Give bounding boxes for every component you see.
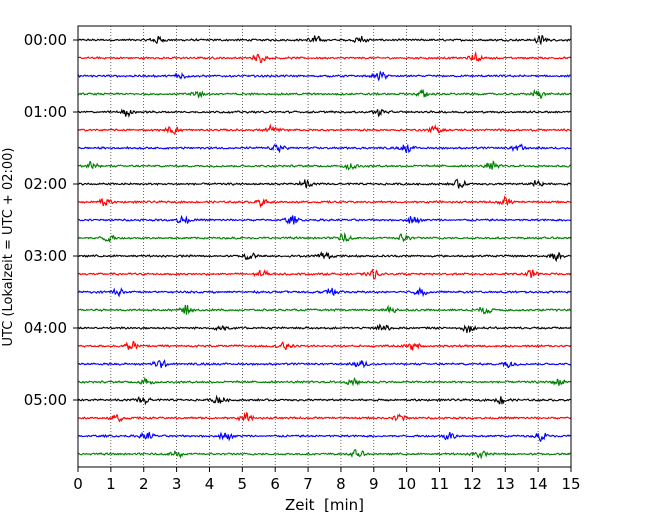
trace-row: [77, 376, 572, 387]
x-tick-label: 10: [397, 475, 416, 493]
trace-row: [77, 323, 572, 333]
y-tick-label: 01:00: [24, 103, 67, 121]
y-tick-label: 00:00: [24, 31, 67, 49]
trace-row: [77, 286, 572, 298]
x-axis-title: Zeit [min]: [285, 496, 364, 514]
trace-row: [77, 123, 572, 135]
trace-row: [77, 231, 572, 243]
trace-row: [77, 214, 572, 225]
x-tick-label: 6: [270, 475, 280, 493]
trace-row: [77, 35, 572, 46]
x-tick-label: 5: [238, 475, 248, 493]
x-tick-label: 2: [139, 475, 149, 493]
y-axis: 00:00 01:00 02:00 03:00 04:00 05:00: [24, 31, 78, 409]
trace-row: [77, 143, 572, 154]
y-tick-label: 03:00: [24, 247, 67, 265]
x-tick-label: 9: [369, 475, 379, 493]
plot-frame: [77, 25, 572, 468]
x-tick-label: 11: [430, 475, 449, 493]
x-tick-label: 8: [336, 475, 346, 493]
trace-rows: [77, 35, 572, 460]
trace-row: [77, 358, 572, 369]
y-tick-label: 05:00: [24, 391, 67, 409]
y-tick-label: 04:00: [24, 319, 67, 337]
trace-row: [77, 431, 572, 443]
y-axis-title: UTC (Lokalzeit = UTC + 02:00): [1, 148, 16, 347]
x-tick-label: 13: [496, 475, 515, 493]
x-tick-label: 12: [463, 475, 482, 493]
trace-row: [78, 50, 572, 64]
trace-row: [77, 268, 572, 280]
trace-row: [77, 178, 572, 189]
trace-row: [77, 394, 572, 406]
x-tick-label: 3: [172, 475, 182, 493]
trace-row: [77, 88, 572, 100]
trace-row: [77, 160, 572, 171]
x-tick-label: 14: [529, 475, 548, 493]
trace-row: [77, 71, 572, 82]
trace-row: [77, 449, 572, 460]
trace-row: [77, 195, 572, 209]
x-tick-label: 7: [303, 475, 313, 493]
x-axis: 0 1 2 3 4 5 6 7 8 9 10 11 12 13 14 15: [73, 467, 581, 493]
x-tick-label: 4: [205, 475, 215, 493]
trace-row: [77, 340, 572, 351]
trace-row: [77, 411, 572, 423]
trace-row: [77, 250, 572, 263]
trace-row: [77, 304, 572, 315]
x-tick-label: 1: [106, 475, 116, 493]
x-tick-label: 0: [73, 475, 83, 493]
y-tick-label: 02:00: [24, 175, 67, 193]
x-tick-label: 15: [561, 475, 580, 493]
trace-row: [77, 108, 572, 119]
